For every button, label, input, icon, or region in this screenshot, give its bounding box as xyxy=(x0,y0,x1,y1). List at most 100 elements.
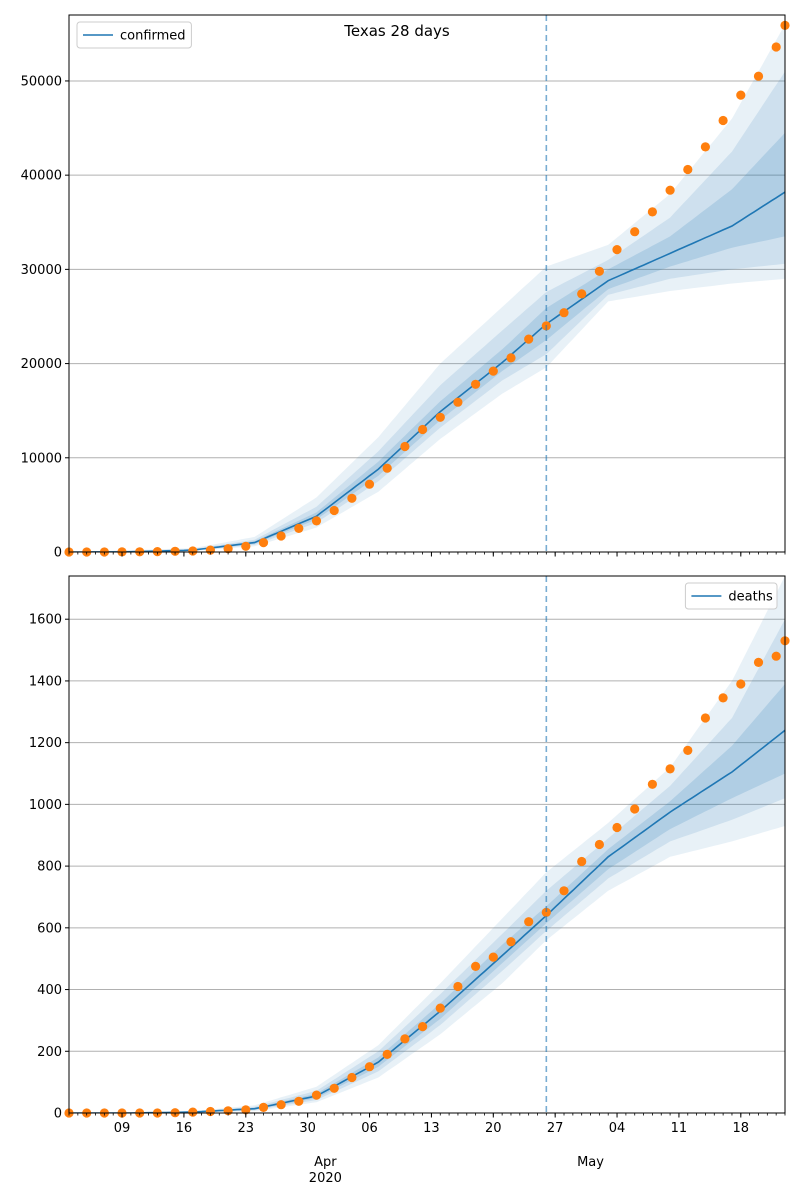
observed-point xyxy=(258,1102,269,1112)
observed-point xyxy=(223,544,233,554)
observed-point xyxy=(718,115,728,126)
legend-box xyxy=(76,21,192,49)
observed-point xyxy=(630,227,640,237)
y-tick-label: 40000 xyxy=(21,169,62,184)
uncertainty-band-middle xyxy=(69,619,785,1113)
x-tick-label: 11 xyxy=(671,1121,688,1136)
axes-frame xyxy=(68,575,786,1114)
observed-point xyxy=(329,1083,339,1093)
observed-point xyxy=(647,779,658,789)
observed-point xyxy=(382,463,392,473)
observed-point xyxy=(453,981,463,992)
month-label: May xyxy=(577,1155,604,1170)
observed-point xyxy=(524,917,534,927)
y-tick-label: 200 xyxy=(37,1045,62,1060)
y-tick-label: 600 xyxy=(37,921,62,936)
x-tick-label: 04 xyxy=(609,1121,626,1136)
observed-point xyxy=(276,1100,286,1110)
observed-point xyxy=(753,71,764,81)
x-tick-label: 27 xyxy=(547,1121,564,1136)
y-tick-label: 30000 xyxy=(21,263,62,278)
observed-point xyxy=(188,1107,198,1117)
observed-point xyxy=(347,493,357,503)
observed-point xyxy=(665,185,675,195)
observed-point xyxy=(311,516,322,526)
y-tick-label: 10000 xyxy=(21,451,62,466)
x-tick-label: 09 xyxy=(114,1121,131,1136)
axes-frame xyxy=(68,14,786,553)
y-tick-label: 0 xyxy=(54,546,62,561)
y-tick-label: 20000 xyxy=(21,357,62,372)
x-tick-label: 16 xyxy=(176,1121,193,1136)
observed-point xyxy=(594,266,605,276)
chart-title: Texas 28 days xyxy=(343,22,450,40)
observed-point xyxy=(418,1022,428,1032)
x-tick-label: 20 xyxy=(485,1121,502,1136)
observed-point xyxy=(258,538,269,548)
confirmed-panel: 0 10000 20000 30000 40000 50000 confirmed xyxy=(21,14,790,561)
observed-point xyxy=(311,1090,322,1100)
observed-point xyxy=(364,479,375,489)
observed-point xyxy=(577,856,587,867)
x-tick-label: 18 xyxy=(733,1121,750,1136)
observed-point xyxy=(400,1034,410,1044)
observed-point xyxy=(594,839,605,850)
y-tick-label: 1600 xyxy=(29,613,62,628)
observed-point xyxy=(736,90,746,100)
legend-box xyxy=(684,582,778,610)
observed-point xyxy=(630,804,640,814)
y-tick-label: 400 xyxy=(37,983,62,998)
observed-point xyxy=(364,1062,375,1072)
observed-point xyxy=(700,142,711,152)
y-tick-label: 50000 xyxy=(21,74,62,89)
observed-point xyxy=(471,961,481,972)
observed-point xyxy=(577,289,587,299)
observed-point xyxy=(435,1003,445,1013)
observed-point xyxy=(294,523,304,534)
y-tick-label: 1400 xyxy=(29,674,62,689)
observed-point xyxy=(771,42,781,52)
x-tick-label: 23 xyxy=(238,1121,255,1136)
month-label: Apr xyxy=(314,1155,337,1170)
uncertainty-band-outer xyxy=(69,576,785,1113)
observed-point xyxy=(612,245,622,255)
observed-point xyxy=(665,764,675,774)
observed-point xyxy=(683,164,693,175)
observed-point xyxy=(241,1105,251,1115)
observed-point xyxy=(453,397,463,407)
observed-point xyxy=(400,441,410,452)
observed-point xyxy=(771,651,781,661)
observed-point xyxy=(276,531,286,541)
y-tick-label: 1000 xyxy=(29,798,62,813)
y-tick-label: 1200 xyxy=(29,736,62,751)
observed-point xyxy=(753,657,764,668)
observed-point xyxy=(718,693,728,703)
observed-point xyxy=(559,308,569,318)
x-tick-label: 06 xyxy=(361,1121,378,1136)
observed-point xyxy=(647,207,658,217)
year-label: 2020 xyxy=(309,1171,342,1186)
observed-point xyxy=(559,886,569,896)
observed-point xyxy=(471,379,481,389)
observed-point xyxy=(506,937,516,947)
observed-point xyxy=(506,353,516,363)
observed-point xyxy=(188,546,198,556)
x-tick-label: 30 xyxy=(299,1121,316,1136)
observed-point xyxy=(541,907,551,918)
y-tick-label: 0 xyxy=(54,1107,62,1122)
observed-point xyxy=(294,1096,304,1106)
observed-point xyxy=(418,424,428,435)
x-tick-label: 13 xyxy=(423,1121,440,1136)
observed-point xyxy=(736,679,746,689)
observed-point xyxy=(488,366,498,376)
observed-point xyxy=(205,1106,215,1117)
observed-point xyxy=(700,713,711,723)
observed-point xyxy=(170,546,180,556)
legend-label: deaths xyxy=(728,590,773,605)
observed-point xyxy=(612,822,622,833)
observed-point xyxy=(382,1049,392,1059)
legend-label: confirmed xyxy=(120,29,186,44)
